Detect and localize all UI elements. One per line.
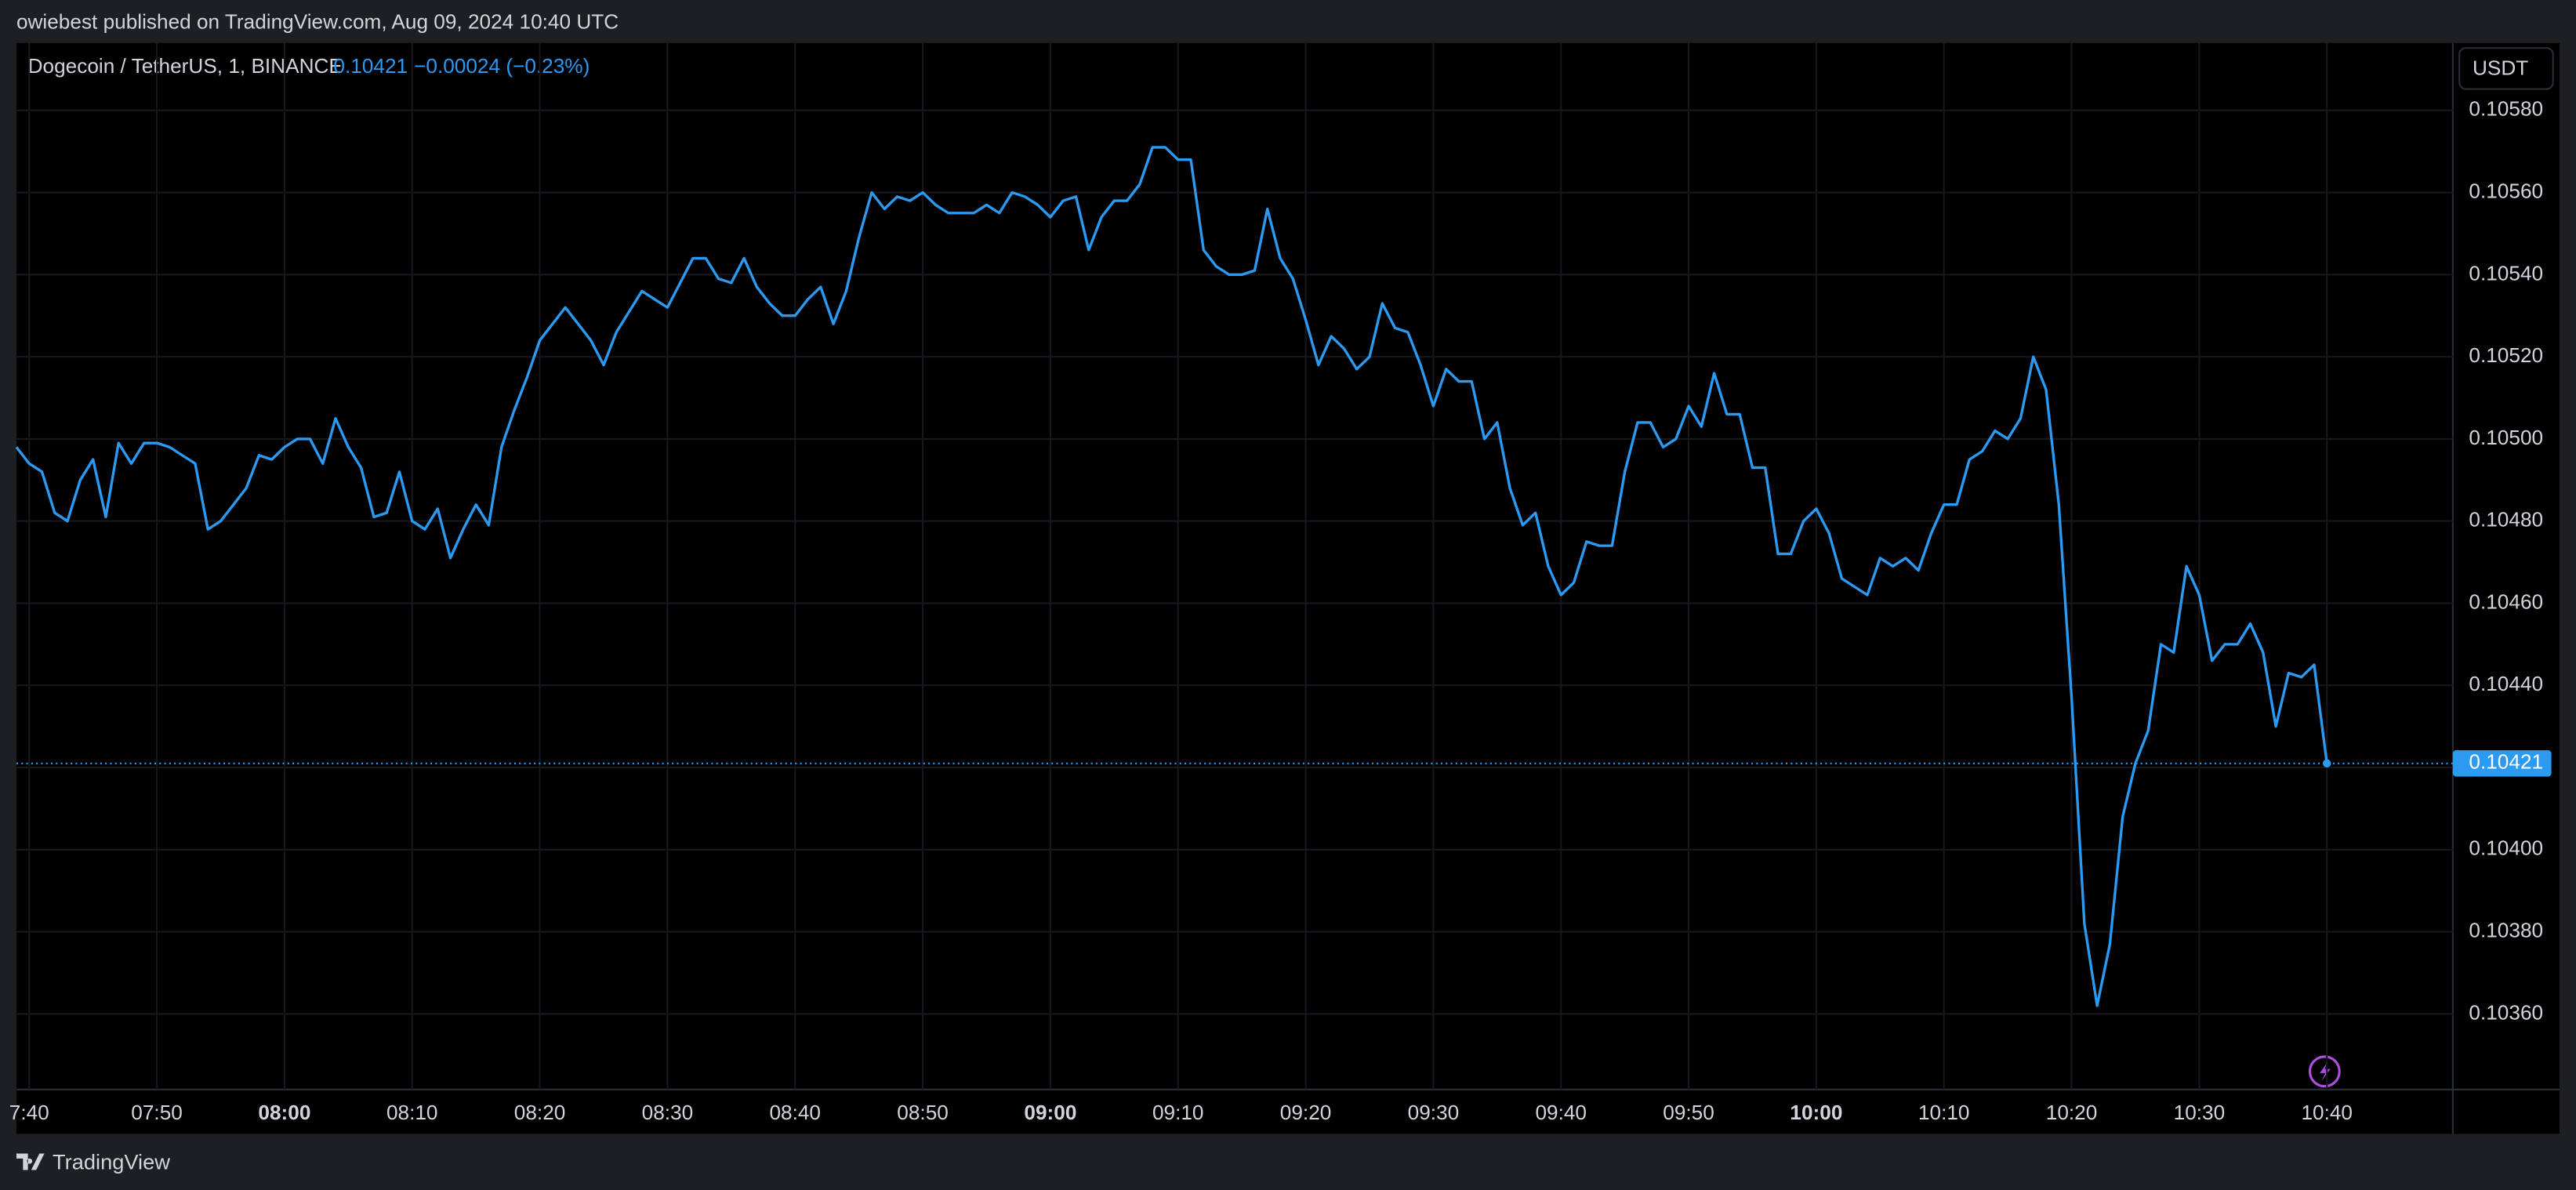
plot: 0.103600.103800.104000.104200.104400.104… — [9, 42, 2552, 1124]
currency-label[interactable]: USDT — [2473, 56, 2528, 79]
y-tick-label: 0.10380 — [2469, 919, 2543, 942]
x-tick-label: 07:50 — [131, 1101, 183, 1124]
x-tick-label: 10:00 — [1790, 1101, 1842, 1124]
tv-logo — [16, 1153, 45, 1170]
x-tick-label: 09:30 — [1408, 1101, 1460, 1124]
symbol-title: Dogecoin / TetherUS, 1, BINANCE — [28, 54, 343, 78]
x-tick-label: 08:40 — [769, 1101, 821, 1124]
last-price-label: 0.10421 — [2469, 750, 2543, 774]
y-tick-label: 0.10520 — [2469, 343, 2543, 367]
y-tick-label: 0.10580 — [2469, 97, 2543, 121]
x-tick-label: 09:40 — [1535, 1101, 1587, 1124]
publish-header: owiebest published on TradingView.com, A… — [16, 10, 619, 34]
y-tick-label: 0.10460 — [2469, 590, 2543, 613]
x-tick-label: 09:10 — [1152, 1101, 1204, 1124]
alert-bolt — [2320, 1061, 2331, 1082]
y-tick-label: 0.10560 — [2469, 179, 2543, 202]
x-tick-label: 10:20 — [2046, 1101, 2098, 1124]
price-line — [15, 146, 2328, 1007]
x-tick-label: 09:50 — [1663, 1101, 1714, 1124]
y-tick-label: 0.10480 — [2469, 508, 2543, 532]
footer-brand: TradingView — [53, 1149, 170, 1174]
x-tick-label: 7:40 — [9, 1101, 49, 1124]
y-tick-label: 0.10500 — [2469, 426, 2543, 449]
x-tick-label: 08:30 — [642, 1101, 694, 1124]
alert-icon[interactable] — [2308, 1055, 2341, 1088]
x-tick-label: 08:00 — [258, 1101, 310, 1124]
last-point — [2322, 759, 2331, 768]
x-tick-label: 10:40 — [2301, 1101, 2353, 1124]
x-tick-label: 09:20 — [1280, 1101, 1332, 1124]
legend-change: −0.00024 (−0.23%) — [414, 54, 590, 78]
y-tick-label: 0.10540 — [2469, 261, 2543, 285]
x-tick-label: 10:10 — [1918, 1101, 1970, 1124]
chart-pane — [16, 42, 2560, 1134]
x-tick-label: 08:10 — [386, 1101, 438, 1124]
y-tick-label: 0.10360 — [2469, 1000, 2543, 1024]
x-tick-label: 10:30 — [2174, 1101, 2226, 1124]
legend-price: 0.10421 — [333, 54, 408, 78]
y-tick-label: 0.10400 — [2469, 836, 2543, 860]
x-tick-label: 08:20 — [514, 1101, 566, 1124]
x-tick-label: 08:50 — [897, 1101, 949, 1124]
currency-button[interactable] — [2458, 47, 2554, 90]
last-price-badge — [2452, 750, 2552, 777]
x-tick-label: 09:00 — [1024, 1101, 1076, 1124]
y-tick-label: 0.10440 — [2469, 672, 2543, 695]
